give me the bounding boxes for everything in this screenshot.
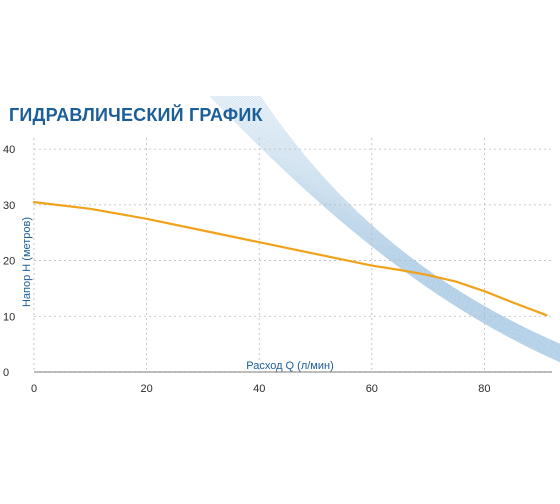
y-axis-label: Напор H (метров) bbox=[21, 217, 33, 307]
x-tick-label: 20 bbox=[140, 383, 152, 395]
chart-title: ГИДРАВЛИЧЕСКИЙ ГРАФИК bbox=[9, 104, 263, 125]
swoosh-line bbox=[231, 95, 560, 355]
swoosh-line bbox=[234, 95, 560, 354]
swoosh-line bbox=[244, 95, 560, 350]
y-tick-label: 40 bbox=[3, 144, 15, 156]
swoosh-line bbox=[249, 95, 560, 349]
swoosh-line bbox=[252, 95, 560, 347]
swoosh-line bbox=[224, 95, 560, 357]
gridlines bbox=[33, 138, 552, 373]
swoosh-line bbox=[241, 95, 560, 351]
swoosh-line bbox=[240, 95, 560, 352]
swoosh-line bbox=[218, 95, 560, 359]
swoosh-line bbox=[215, 95, 560, 361]
swoosh-line bbox=[253, 95, 560, 347]
swoosh-line bbox=[259, 95, 560, 345]
y-tick-label: 0 bbox=[3, 367, 9, 379]
swoosh-line bbox=[258, 95, 560, 345]
swoosh-line bbox=[226, 95, 560, 357]
swoosh-line bbox=[243, 95, 560, 351]
x-tick-label: 80 bbox=[478, 383, 490, 395]
swoosh-line bbox=[235, 95, 560, 353]
x-axis-label: Расход Q (л/мин) bbox=[246, 360, 334, 372]
swoosh-line bbox=[217, 95, 560, 360]
swoosh-line bbox=[220, 95, 560, 359]
series bbox=[32, 201, 548, 317]
swoosh-line bbox=[250, 95, 560, 348]
swoosh-line bbox=[221, 95, 560, 358]
swoosh-line bbox=[246, 95, 560, 350]
y-tick-label: 30 bbox=[3, 200, 15, 212]
swoosh-line bbox=[232, 95, 560, 355]
decorative-swoosh bbox=[209, 95, 560, 363]
swoosh-line bbox=[256, 95, 560, 346]
swoosh-line bbox=[228, 95, 560, 356]
x-tick-label: 60 bbox=[366, 383, 378, 395]
swoosh-line bbox=[238, 95, 560, 352]
swoosh-line bbox=[229, 95, 560, 356]
y-tick-label: 20 bbox=[3, 256, 15, 268]
swoosh-line bbox=[237, 95, 560, 353]
tick-labels: 0 10 20 30 40 0 20 40 60 80 bbox=[3, 144, 491, 395]
swoosh-line bbox=[214, 95, 560, 361]
y-tick-label: 10 bbox=[3, 311, 15, 323]
swoosh-line bbox=[223, 95, 560, 358]
swoosh-line bbox=[211, 95, 560, 362]
swoosh-line bbox=[247, 95, 560, 349]
x-tick-label: 0 bbox=[31, 383, 37, 395]
swoosh-line bbox=[255, 95, 560, 346]
swoosh-line bbox=[209, 95, 560, 363]
x-tick-label: 40 bbox=[253, 383, 265, 395]
pump-curve-line bbox=[32, 201, 548, 317]
